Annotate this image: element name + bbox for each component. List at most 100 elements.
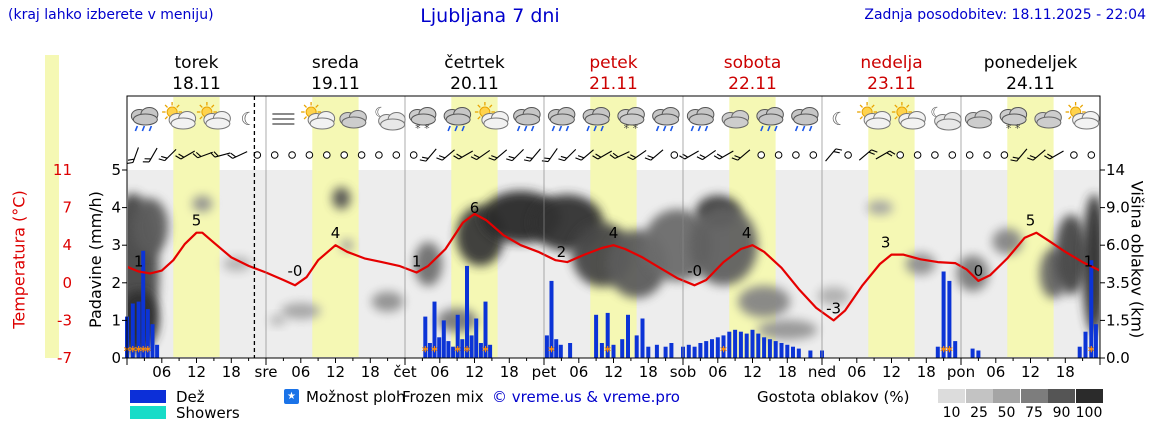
svg-text:1.5: 1.5 bbox=[1106, 311, 1130, 329]
svg-text:1: 1 bbox=[111, 311, 121, 329]
weather-icon: ☾ bbox=[831, 109, 847, 130]
wind-barb-icon bbox=[175, 150, 196, 160]
calm-wind-icon bbox=[844, 151, 852, 159]
weather-icon bbox=[162, 102, 197, 130]
wind-barb-icon bbox=[470, 149, 491, 161]
wind-barb-icon bbox=[713, 150, 734, 160]
weather-icon: ☾ bbox=[930, 105, 962, 131]
wind-barb-icon bbox=[1027, 149, 1046, 161]
svg-text:7: 7 bbox=[62, 199, 72, 217]
svg-text:5: 5 bbox=[192, 212, 202, 230]
calm-wind-icon bbox=[983, 151, 991, 159]
svg-text:18: 18 bbox=[361, 363, 380, 381]
svg-text:12: 12 bbox=[326, 363, 345, 381]
wind-barb-icon bbox=[227, 151, 248, 159]
svg-text:2: 2 bbox=[111, 274, 121, 292]
svg-text:-3: -3 bbox=[826, 299, 841, 317]
wind-barb-icon bbox=[825, 148, 843, 162]
svg-text:12: 12 bbox=[1021, 363, 1040, 381]
calm-wind-icon bbox=[670, 151, 679, 159]
shower-chance-label: Možnost ploh bbox=[306, 388, 406, 406]
svg-text:☾: ☾ bbox=[241, 109, 257, 130]
weather-icon bbox=[272, 113, 295, 125]
weather-icon bbox=[582, 107, 611, 132]
svg-text:*: * bbox=[464, 345, 471, 360]
svg-text:12: 12 bbox=[604, 363, 623, 381]
frozen-mix-label: Frozen mix bbox=[402, 388, 484, 406]
svg-text:2: 2 bbox=[557, 243, 567, 261]
weather-icon: * * bbox=[999, 107, 1028, 135]
svg-text:*: * bbox=[144, 345, 151, 360]
svg-text:4: 4 bbox=[111, 199, 121, 217]
svg-text:6: 6 bbox=[470, 199, 480, 217]
calm-wind-icon bbox=[965, 151, 974, 159]
svg-text:-7: -7 bbox=[57, 349, 72, 367]
weather-icon bbox=[130, 107, 159, 132]
density-value: 10 bbox=[942, 405, 961, 421]
svg-text:06: 06 bbox=[569, 363, 588, 381]
cloud-density-scale: 10 25 50 75 90 100 bbox=[0, 386, 1152, 432]
copyright: © vreme.us & vreme.pro bbox=[492, 388, 680, 406]
weather-icon: ☾ bbox=[241, 109, 257, 130]
svg-text:*: * bbox=[129, 345, 136, 360]
svg-text:1: 1 bbox=[412, 252, 422, 270]
svg-text:5: 5 bbox=[1026, 212, 1036, 230]
svg-text:18: 18 bbox=[500, 363, 519, 381]
wind-barb-icon bbox=[575, 149, 594, 161]
density-value: 75 bbox=[1025, 405, 1043, 421]
weather-icon bbox=[891, 102, 926, 130]
svg-text:12: 12 bbox=[743, 363, 762, 381]
svg-text:3.5: 3.5 bbox=[1106, 274, 1130, 292]
left-axis-ticks bbox=[122, 169, 1105, 359]
weather-icon bbox=[964, 110, 993, 129]
density-value: 50 bbox=[997, 405, 1016, 421]
svg-text:18: 18 bbox=[639, 363, 658, 381]
weather-icon: * * bbox=[408, 107, 437, 135]
svg-text:*: * bbox=[548, 345, 555, 360]
wind-barb-icon bbox=[696, 149, 716, 161]
svg-text:06: 06 bbox=[291, 363, 310, 381]
showers-label: Showers bbox=[176, 404, 240, 422]
svg-text:18: 18 bbox=[1056, 363, 1075, 381]
density-swatch bbox=[1048, 389, 1075, 403]
precip-axis-tick-labels: 5 4 3 2 1 0 bbox=[111, 161, 121, 367]
cloud-axis-tick-labels: 14 9.0 6.0 3.5 1.5 0.0 bbox=[1106, 161, 1130, 367]
calm-wind-icon bbox=[774, 151, 783, 159]
wind-barb-icon bbox=[858, 149, 878, 161]
weather-icon bbox=[721, 110, 750, 129]
svg-text:3: 3 bbox=[111, 236, 121, 254]
svg-text:1: 1 bbox=[1084, 252, 1094, 270]
day-date: 21.11 bbox=[589, 74, 638, 94]
svg-text:6.0: 6.0 bbox=[1106, 236, 1130, 254]
svg-text:*: * bbox=[140, 345, 147, 360]
calm-wind-icon bbox=[792, 151, 800, 159]
wind-barb-icon bbox=[210, 151, 231, 158]
svg-text:-3: -3 bbox=[57, 311, 72, 329]
svg-text:0: 0 bbox=[62, 274, 72, 292]
calm-wind-icon bbox=[323, 151, 331, 159]
svg-text:-0: -0 bbox=[288, 262, 303, 280]
svg-text:* *: * * bbox=[415, 122, 430, 135]
calm-wind-icon bbox=[931, 151, 939, 159]
last-updated: Zadnja posodobitev: 18.11.2025 - 22:04 bbox=[864, 7, 1146, 23]
calm-wind-icon bbox=[340, 151, 349, 159]
svg-text:*: * bbox=[454, 345, 461, 360]
day-bands bbox=[173, 97, 1054, 357]
day-separators bbox=[265, 96, 962, 358]
svg-text:*: * bbox=[720, 345, 727, 360]
svg-text:9.0: 9.0 bbox=[1106, 199, 1130, 217]
weather-icon bbox=[513, 107, 541, 132]
shower-chance-icon: ★ bbox=[284, 389, 299, 404]
svg-text:12: 12 bbox=[465, 363, 484, 381]
weather-icon bbox=[1065, 102, 1100, 130]
day-date: 19.11 bbox=[311, 74, 360, 94]
svg-text:0: 0 bbox=[974, 262, 984, 280]
svg-text:*: * bbox=[940, 345, 947, 360]
svg-text:*: * bbox=[1088, 345, 1095, 360]
svg-text:* *: * * bbox=[1006, 122, 1021, 135]
wind-barb-icon bbox=[192, 151, 213, 159]
weather-icon bbox=[339, 110, 367, 129]
calm-wind-icon bbox=[270, 151, 279, 159]
